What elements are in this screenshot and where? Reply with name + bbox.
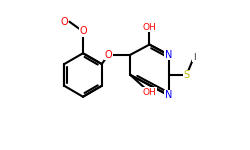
Text: OH: OH: [142, 22, 156, 32]
Text: O: O: [60, 17, 68, 27]
Text: I: I: [193, 52, 195, 62]
Text: N: N: [165, 50, 172, 60]
Text: O: O: [79, 27, 87, 36]
Text: OH: OH: [142, 88, 156, 97]
Text: O: O: [105, 50, 112, 60]
Text: S: S: [184, 70, 190, 80]
Text: N: N: [165, 90, 172, 100]
